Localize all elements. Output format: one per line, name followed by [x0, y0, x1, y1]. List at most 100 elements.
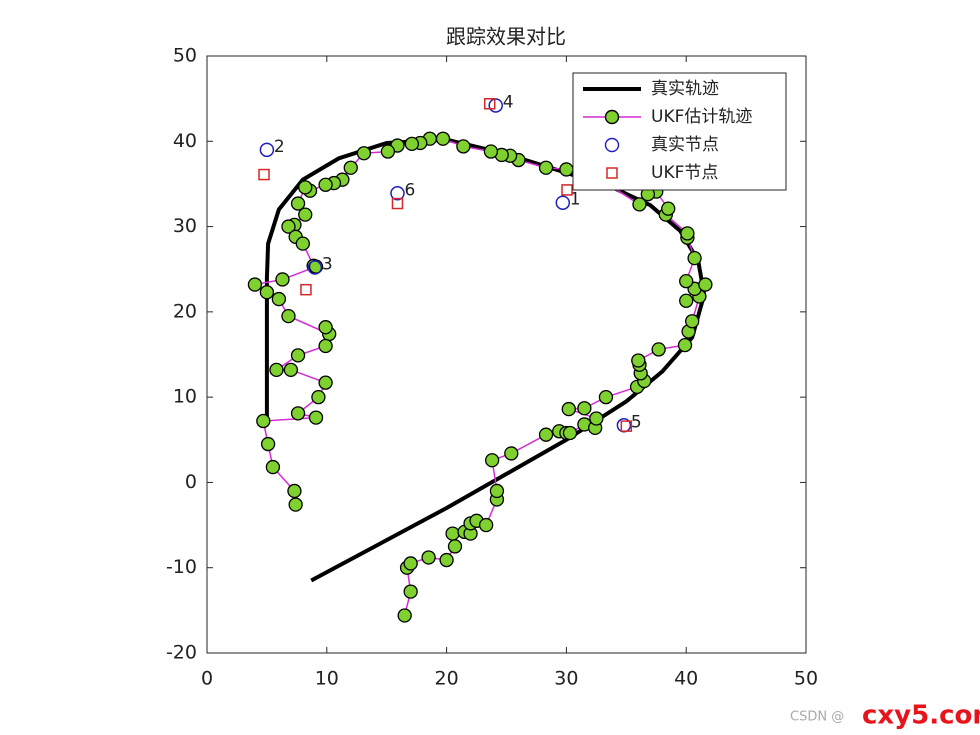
- point-marker: [318, 320, 333, 335]
- point-marker: [456, 139, 471, 154]
- legend-marker: [604, 137, 620, 153]
- point-marker: [445, 526, 460, 541]
- legend-label: UKF节点: [651, 163, 718, 183]
- point-marker: [290, 406, 306, 421]
- point-label: 1: [570, 190, 581, 210]
- point-marker: [447, 539, 463, 554]
- point-label: 4: [503, 92, 514, 112]
- point-marker: [343, 160, 358, 175]
- chart-title: 跟踪效果对比: [446, 25, 566, 49]
- point-marker: [651, 342, 666, 357]
- watermark-credit: CSDN @: [790, 710, 844, 725]
- point-label: 6: [404, 180, 415, 200]
- x-tick-label: 40: [674, 668, 698, 690]
- y-tick-label: -10: [166, 556, 197, 578]
- point-marker: [484, 453, 500, 468]
- x-tick-label: 0: [201, 668, 213, 690]
- point-marker: [397, 608, 412, 623]
- y-tick-label: 0: [185, 471, 197, 493]
- node-marker: [620, 420, 633, 432]
- point-marker: [538, 160, 554, 175]
- point-marker: [483, 144, 499, 159]
- point-marker: [287, 483, 302, 499]
- series: [258, 98, 633, 432]
- point-marker: [685, 314, 700, 329]
- point-marker: [439, 552, 454, 568]
- node-marker: [555, 195, 571, 210]
- node-marker: [307, 260, 323, 275]
- point-marker: [661, 201, 676, 216]
- point-marker: [259, 285, 275, 300]
- point-marker: [256, 413, 271, 429]
- x-tick-label: 10: [315, 668, 339, 690]
- series: 1 2 3 4 5 6: [259, 92, 642, 433]
- point-marker: [283, 362, 299, 378]
- point-marker: [631, 353, 646, 368]
- legend-label: 真实轨迹: [651, 79, 719, 99]
- point-marker: [318, 375, 333, 390]
- y-tick-label: 10: [173, 386, 197, 408]
- node-marker: [258, 168, 270, 181]
- point-marker: [308, 410, 324, 425]
- point-marker: [677, 337, 693, 353]
- y-tick-label: 30: [173, 215, 197, 237]
- y-tick-label: 50: [173, 45, 197, 67]
- legend-label: UKF估计轨迹: [651, 107, 752, 127]
- point-label: 3: [322, 255, 333, 275]
- legend-marker: [606, 167, 618, 179]
- point-marker: [281, 308, 296, 324]
- x-tick-label: 30: [554, 668, 578, 690]
- point-marker: [687, 250, 702, 266]
- point-marker: [298, 180, 313, 195]
- watermark-site: cxy5.com: [862, 701, 980, 731]
- y-tick-label: 20: [173, 300, 197, 322]
- point-marker: [562, 425, 578, 441]
- legend-label: 真实节点: [651, 135, 719, 155]
- point-marker: [421, 550, 436, 565]
- node-marker: [259, 142, 275, 158]
- point-marker: [311, 389, 326, 405]
- point-marker: [632, 197, 647, 212]
- x-tick-label: 50: [794, 668, 818, 690]
- point-marker: [538, 427, 554, 442]
- point-marker: [271, 291, 287, 307]
- point-marker: [504, 446, 519, 461]
- point-marker: [247, 277, 263, 292]
- point-marker: [679, 293, 694, 308]
- legend-box: [572, 72, 787, 191]
- point-marker: [269, 362, 284, 378]
- point-marker: [403, 584, 418, 599]
- point-marker: [478, 517, 494, 533]
- point-marker: [559, 162, 574, 177]
- point-marker: [290, 348, 306, 363]
- point-marker: [290, 196, 306, 211]
- y-tick-label: 40: [173, 130, 197, 152]
- point-marker: [260, 436, 276, 452]
- node-marker: [561, 184, 573, 196]
- node-marker: [391, 197, 404, 210]
- point-label: 2: [274, 137, 285, 157]
- node-marker: [483, 98, 496, 110]
- point-marker: [295, 236, 310, 251]
- point-marker: [679, 274, 694, 289]
- point-marker: [403, 556, 418, 571]
- node-marker: [390, 186, 405, 201]
- legend-marker: [604, 109, 620, 125]
- node-marker: [488, 98, 503, 113]
- point-marker: [265, 459, 281, 475]
- point-marker: [598, 389, 614, 405]
- x-tick-label: 20: [435, 668, 459, 690]
- point-marker: [318, 177, 333, 192]
- point-marker: [318, 338, 333, 354]
- point-marker: [561, 401, 576, 417]
- point-marker: [356, 146, 372, 161]
- point-marker: [435, 131, 451, 146]
- point-marker: [698, 277, 713, 292]
- point-marker: [577, 401, 592, 416]
- point-marker: [281, 219, 296, 234]
- point-marker: [680, 226, 695, 241]
- point-label: 5: [631, 412, 642, 432]
- node-marker: [300, 283, 312, 296]
